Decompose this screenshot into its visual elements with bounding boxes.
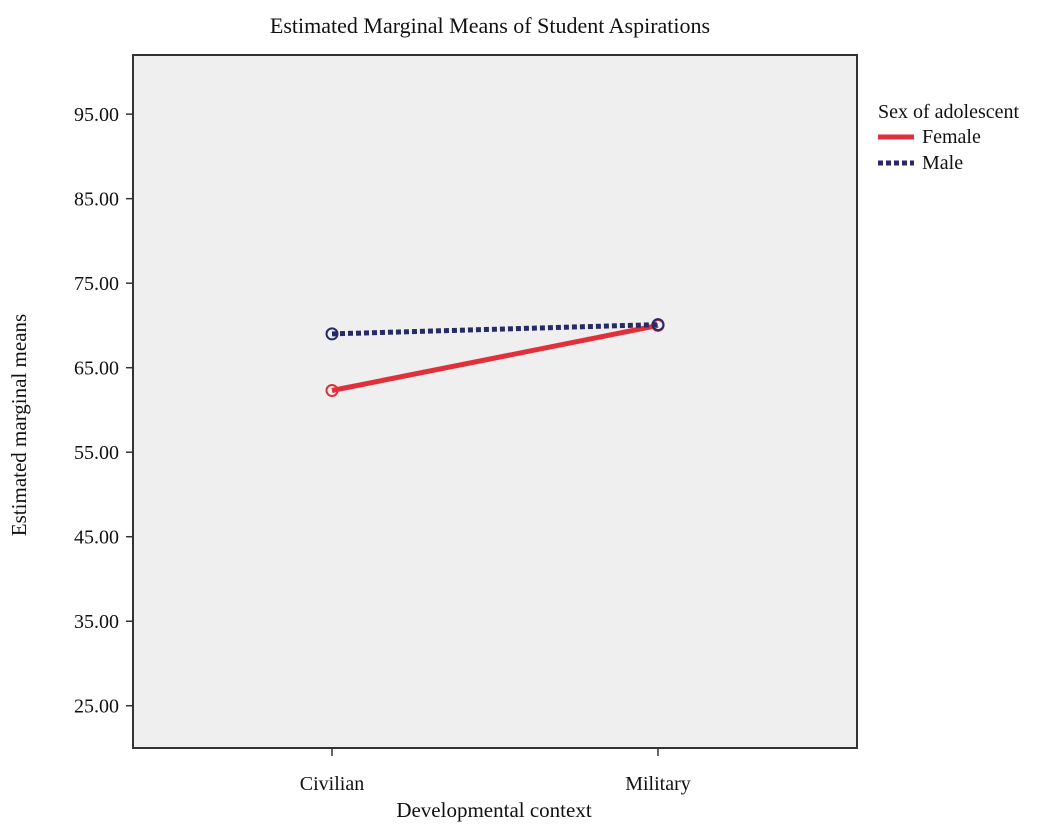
y-tick-label: 85.00 [74, 189, 119, 211]
legend-title: Sex of adolescent [878, 101, 1020, 123]
x-tick-label: Military [625, 773, 691, 795]
y-axis: 25.00 35.00 45.00 55.00 65.00 75.00 85.00 95.00 [74, 104, 133, 718]
series-line-female [331, 322, 659, 393]
data-point-male [651, 318, 665, 332]
legend-label-female: Female [922, 126, 981, 148]
series-layer [325, 318, 665, 398]
x-axis-title: Developmental context [396, 798, 592, 822]
legend: Sex of adolescent Female Male [878, 101, 1020, 174]
y-tick-label: 45.00 [74, 527, 119, 549]
data-point-male [325, 327, 339, 341]
y-tick-label: 95.00 [74, 104, 119, 126]
data-point-female [325, 384, 339, 398]
chart-title: Estimated Marginal Means of Student Aspi… [270, 13, 710, 38]
y-axis-title: Estimated marginal means [7, 314, 31, 536]
legend-label-male: Male [922, 152, 963, 174]
legend-items: Female Male [878, 126, 981, 174]
series-line-male [331, 322, 659, 337]
y-tick-label: 25.00 [74, 696, 119, 718]
y-tick-label: 55.00 [74, 442, 119, 464]
plot-area [132, 54, 858, 749]
y-tick-label: 75.00 [74, 273, 119, 295]
y-tick-label: 65.00 [74, 358, 119, 380]
x-axis: Civilian Military [300, 748, 691, 795]
y-tick-label: 35.00 [74, 611, 119, 633]
x-tick-label: Civilian [300, 773, 364, 795]
